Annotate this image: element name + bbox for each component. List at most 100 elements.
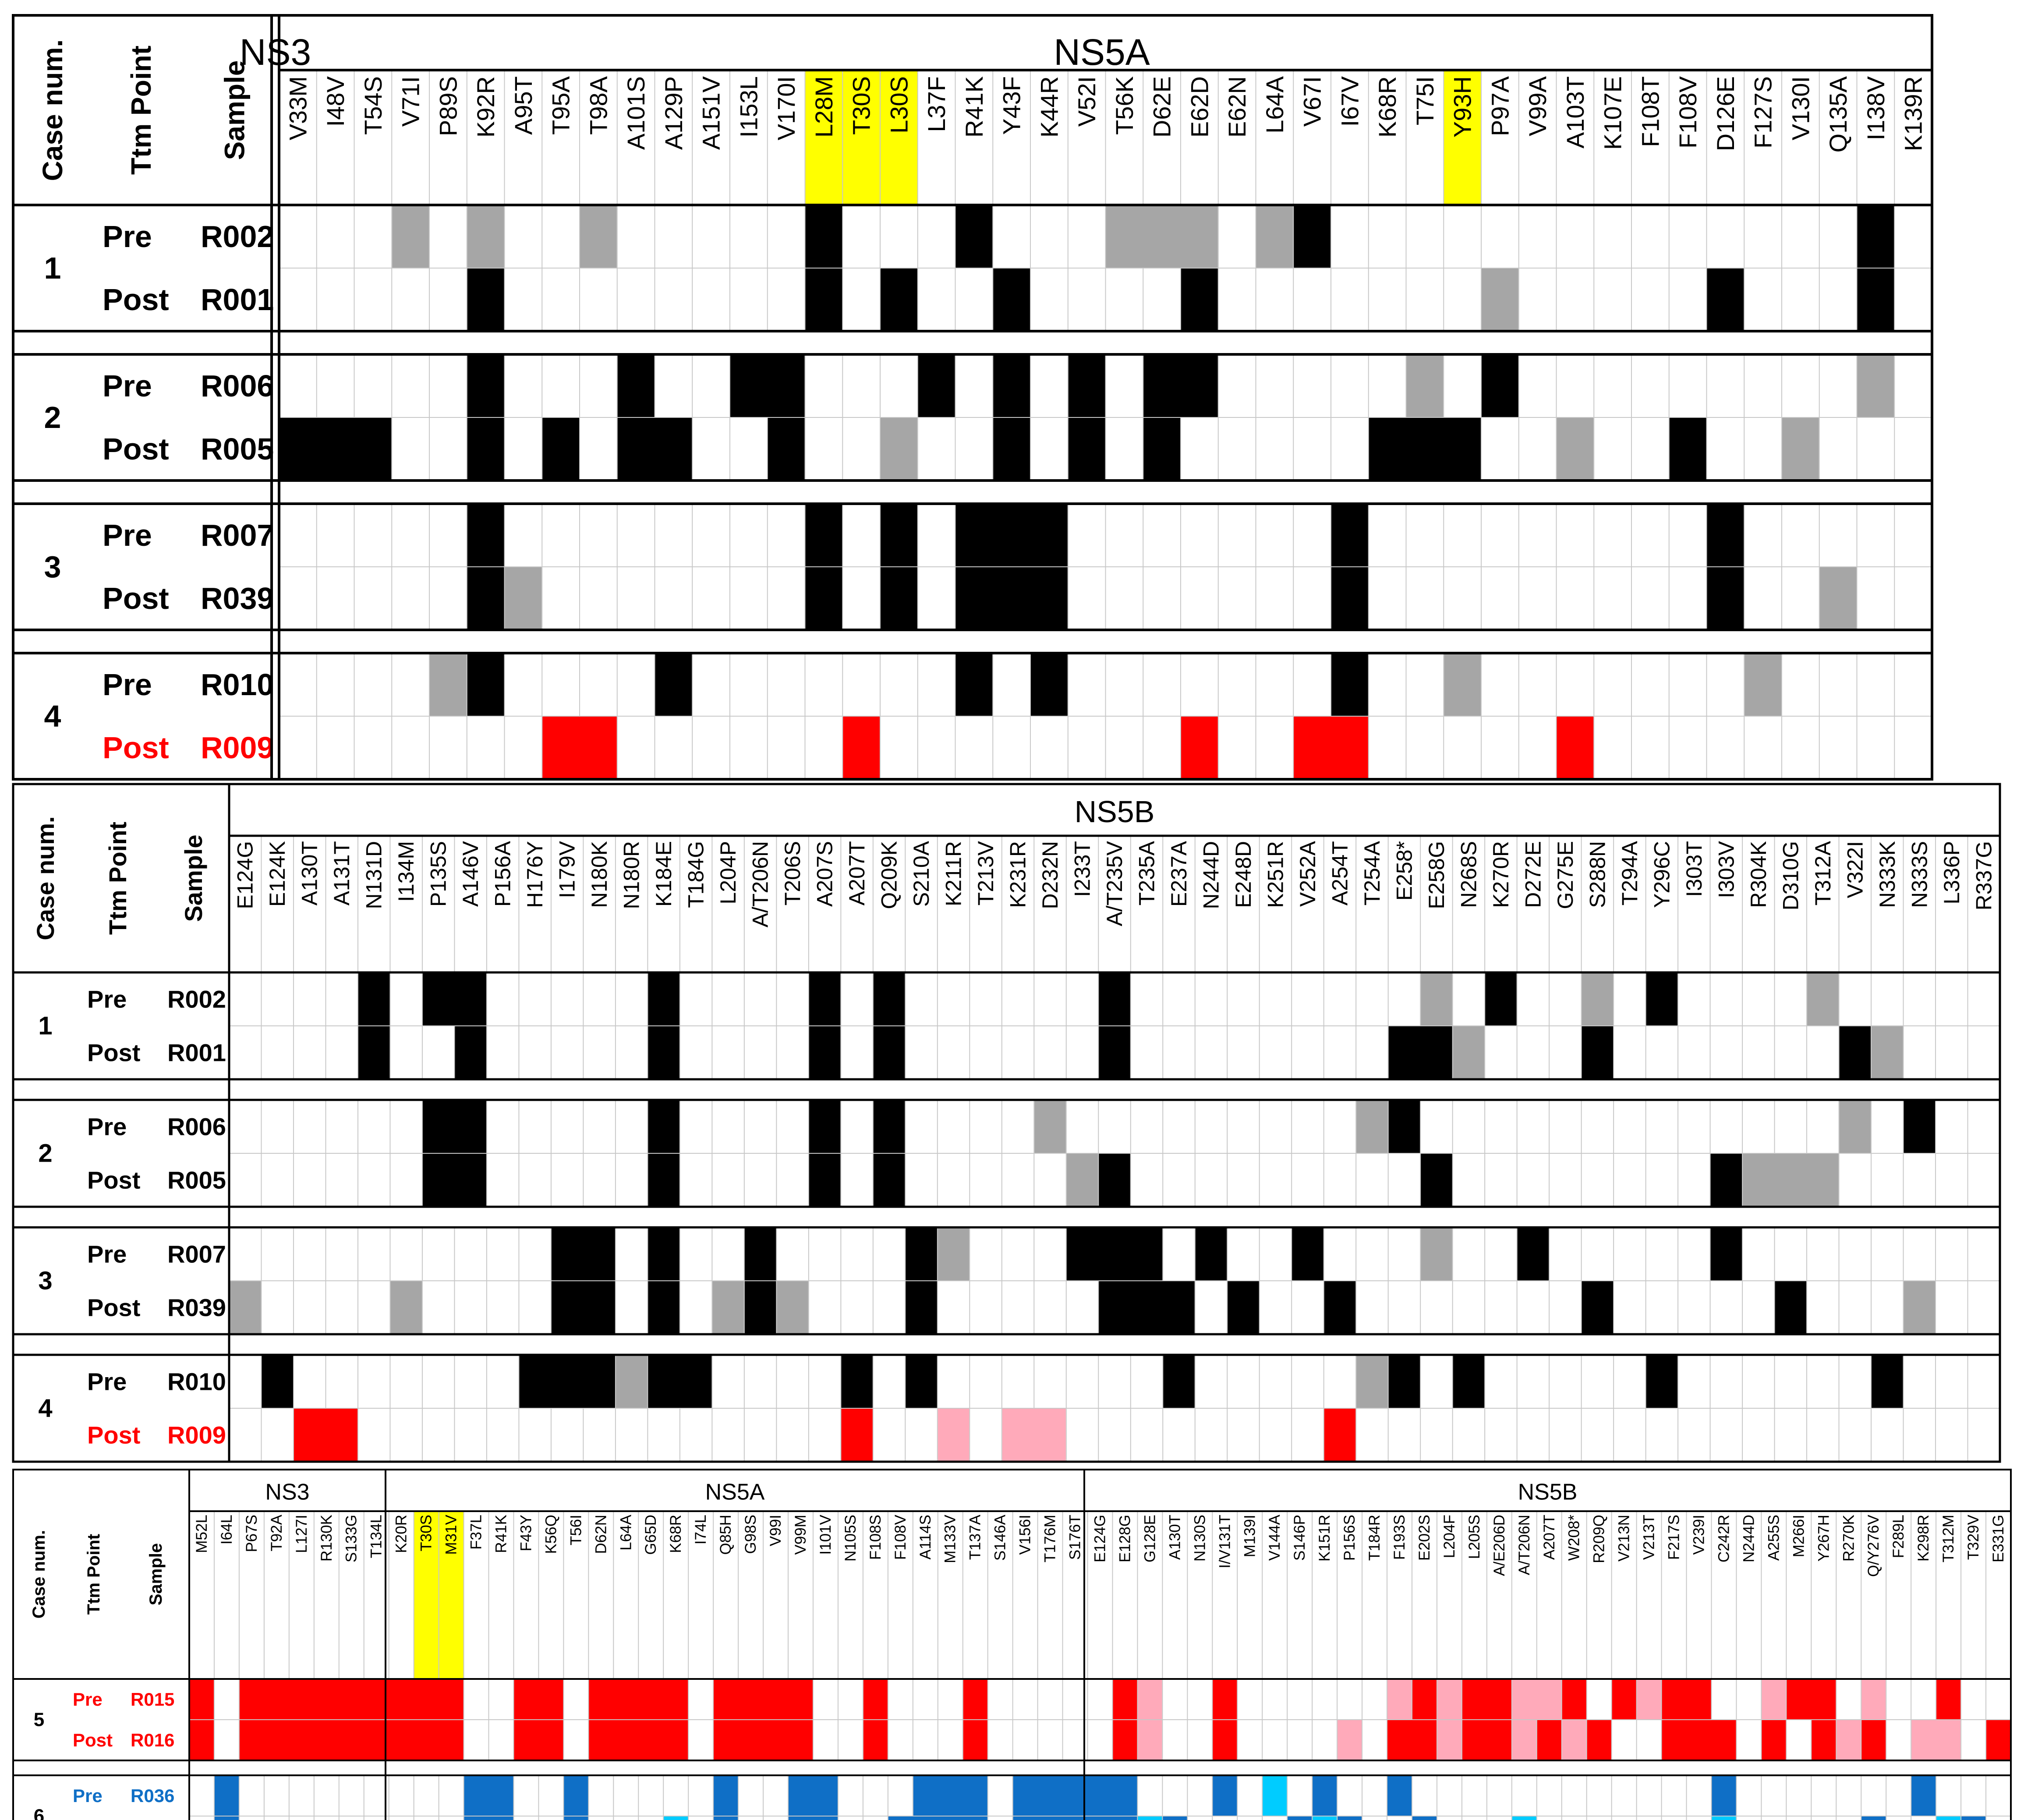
mutation-cell-gray bbox=[1421, 1228, 1452, 1280]
mutation-cell-red bbox=[1662, 1679, 1711, 1719]
sample-label: R016 bbox=[131, 1730, 174, 1750]
time-point-label: Post bbox=[103, 432, 169, 466]
mutation-cell-gray bbox=[430, 654, 467, 716]
mutation-cell-black bbox=[730, 355, 805, 417]
mutation-cell-pink bbox=[1338, 1720, 1362, 1760]
sample-label: R039 bbox=[201, 581, 274, 615]
column-label: S210A bbox=[909, 841, 934, 907]
column-label: N244D bbox=[1740, 1515, 1757, 1562]
mutation-cell-blue bbox=[913, 1776, 987, 1816]
column-label: K270R bbox=[1489, 841, 1513, 908]
column-label: A114S bbox=[917, 1515, 934, 1560]
mutation-cell-blue bbox=[888, 1816, 987, 1820]
column-label: V71I bbox=[397, 76, 425, 127]
column-label: M31V bbox=[443, 1514, 460, 1555]
mutation-cell-blue bbox=[564, 1816, 588, 1820]
mutation-cell-red bbox=[1387, 1720, 1437, 1760]
column-label: I101V bbox=[817, 1514, 834, 1555]
column-label: P135S bbox=[426, 841, 451, 907]
column-label: F193S bbox=[1391, 1515, 1408, 1560]
mutation-cell-black bbox=[1646, 1355, 1678, 1408]
mutation-cell-black bbox=[873, 973, 905, 1025]
mutation-cell-black bbox=[422, 973, 486, 1025]
column-label: T30S bbox=[418, 1515, 435, 1551]
column-label: L64A bbox=[617, 1514, 634, 1550]
case-num-header: Case num. bbox=[37, 39, 68, 181]
column-label: I74L bbox=[692, 1515, 709, 1544]
mutation-cell-black bbox=[1517, 1228, 1549, 1280]
mutation-cell-red bbox=[1324, 1409, 1356, 1461]
mutation-cell-blue bbox=[1213, 1776, 1237, 1816]
column-label: T176M bbox=[1042, 1515, 1059, 1562]
ns5a-region-label: NS5A bbox=[1054, 32, 1150, 73]
column-label: T137A bbox=[967, 1514, 984, 1560]
mutation-cell-gray bbox=[1482, 269, 1518, 331]
mutation-cell-gray bbox=[1453, 1026, 1485, 1079]
ns5b-region-label: NS5B bbox=[1518, 1480, 1578, 1505]
mutation-cell-pink bbox=[1138, 1679, 1162, 1719]
column-label: K151R bbox=[1316, 1515, 1333, 1562]
mutation-cell-black bbox=[542, 418, 579, 480]
sample-header: Sample bbox=[219, 60, 251, 160]
column-label: I67V bbox=[1336, 76, 1363, 127]
mutation-cell-blue bbox=[214, 1816, 239, 1820]
ttm-point-header: Ttm Point bbox=[84, 1534, 103, 1615]
column-label: V322I bbox=[1843, 841, 1867, 898]
column-label: R41K bbox=[960, 76, 988, 138]
mutation-cell-black bbox=[648, 1355, 712, 1408]
column-label: E62N bbox=[1223, 76, 1251, 138]
column-label: I/V131T bbox=[1216, 1515, 1233, 1569]
time-point-label: Pre bbox=[73, 1785, 103, 1806]
mutation-cell-red bbox=[1412, 1679, 1437, 1719]
mutation-cell-black bbox=[1710, 1228, 1742, 1280]
mutation-cell-black bbox=[993, 269, 1030, 331]
mutation-cell-gray bbox=[1782, 418, 1819, 480]
column-label: M133V bbox=[942, 1514, 959, 1563]
mutation-cell-black bbox=[1839, 1026, 1871, 1079]
mutation-cell-red bbox=[1986, 1720, 2010, 1760]
time-point-label: Pre bbox=[103, 219, 152, 254]
mutation-cell-gray bbox=[1807, 973, 1839, 1025]
mutation-cell-red bbox=[863, 1679, 888, 1719]
mutation-cell-black bbox=[1181, 269, 1218, 331]
column-label: I138V bbox=[1862, 76, 1890, 140]
mutation-cell-cyan bbox=[1512, 1816, 1536, 1820]
mutation-cell-black bbox=[1294, 205, 1331, 268]
mutation-cell-gray bbox=[230, 1281, 261, 1334]
column-label: I64L bbox=[218, 1515, 235, 1544]
mutation-cell-blue bbox=[1911, 1776, 1936, 1816]
mutation-cell-black bbox=[280, 418, 392, 480]
mutation-cell-gray bbox=[392, 205, 429, 268]
column-label: F37L bbox=[468, 1515, 485, 1550]
time-point-label: Pre bbox=[73, 1689, 103, 1710]
mutation-cell-black bbox=[648, 1281, 679, 1334]
case-number: 2 bbox=[44, 400, 61, 435]
column-label: K68R bbox=[1373, 76, 1401, 138]
mutation-cell-red bbox=[542, 717, 617, 779]
column-label: V213N bbox=[1616, 1515, 1633, 1562]
column-label: Q85H bbox=[717, 1515, 734, 1555]
mutation-cell-black bbox=[809, 1026, 841, 1079]
mutation-cell-black bbox=[1099, 1026, 1130, 1079]
highlight-cell bbox=[805, 70, 843, 205]
column-label: N180K bbox=[587, 841, 612, 908]
mutation-cell-black bbox=[467, 418, 504, 480]
case-number: 5 bbox=[34, 1709, 44, 1731]
mutation-cell-black bbox=[809, 973, 841, 1025]
mutation-cell-red bbox=[239, 1679, 464, 1719]
column-label: G65D bbox=[642, 1515, 659, 1555]
mutation-cell-red bbox=[190, 1720, 214, 1760]
mutation-cell-black bbox=[993, 355, 1030, 417]
mutation-cell-red bbox=[294, 1409, 357, 1461]
time-point-label: Post bbox=[73, 1730, 113, 1750]
column-label: I153L bbox=[735, 76, 762, 138]
column-label: G128E bbox=[1141, 1515, 1158, 1562]
mutation-cell-black bbox=[906, 1281, 937, 1334]
column-label: N180R bbox=[619, 841, 644, 909]
highlight-cell bbox=[842, 70, 880, 205]
mutation-cell-black bbox=[744, 1228, 776, 1280]
mutation-cell-black bbox=[906, 1228, 937, 1280]
mutation-cell-gray bbox=[1356, 1355, 1388, 1408]
mutation-cell-black bbox=[648, 1100, 679, 1153]
mutation-cell-black bbox=[1143, 355, 1218, 417]
